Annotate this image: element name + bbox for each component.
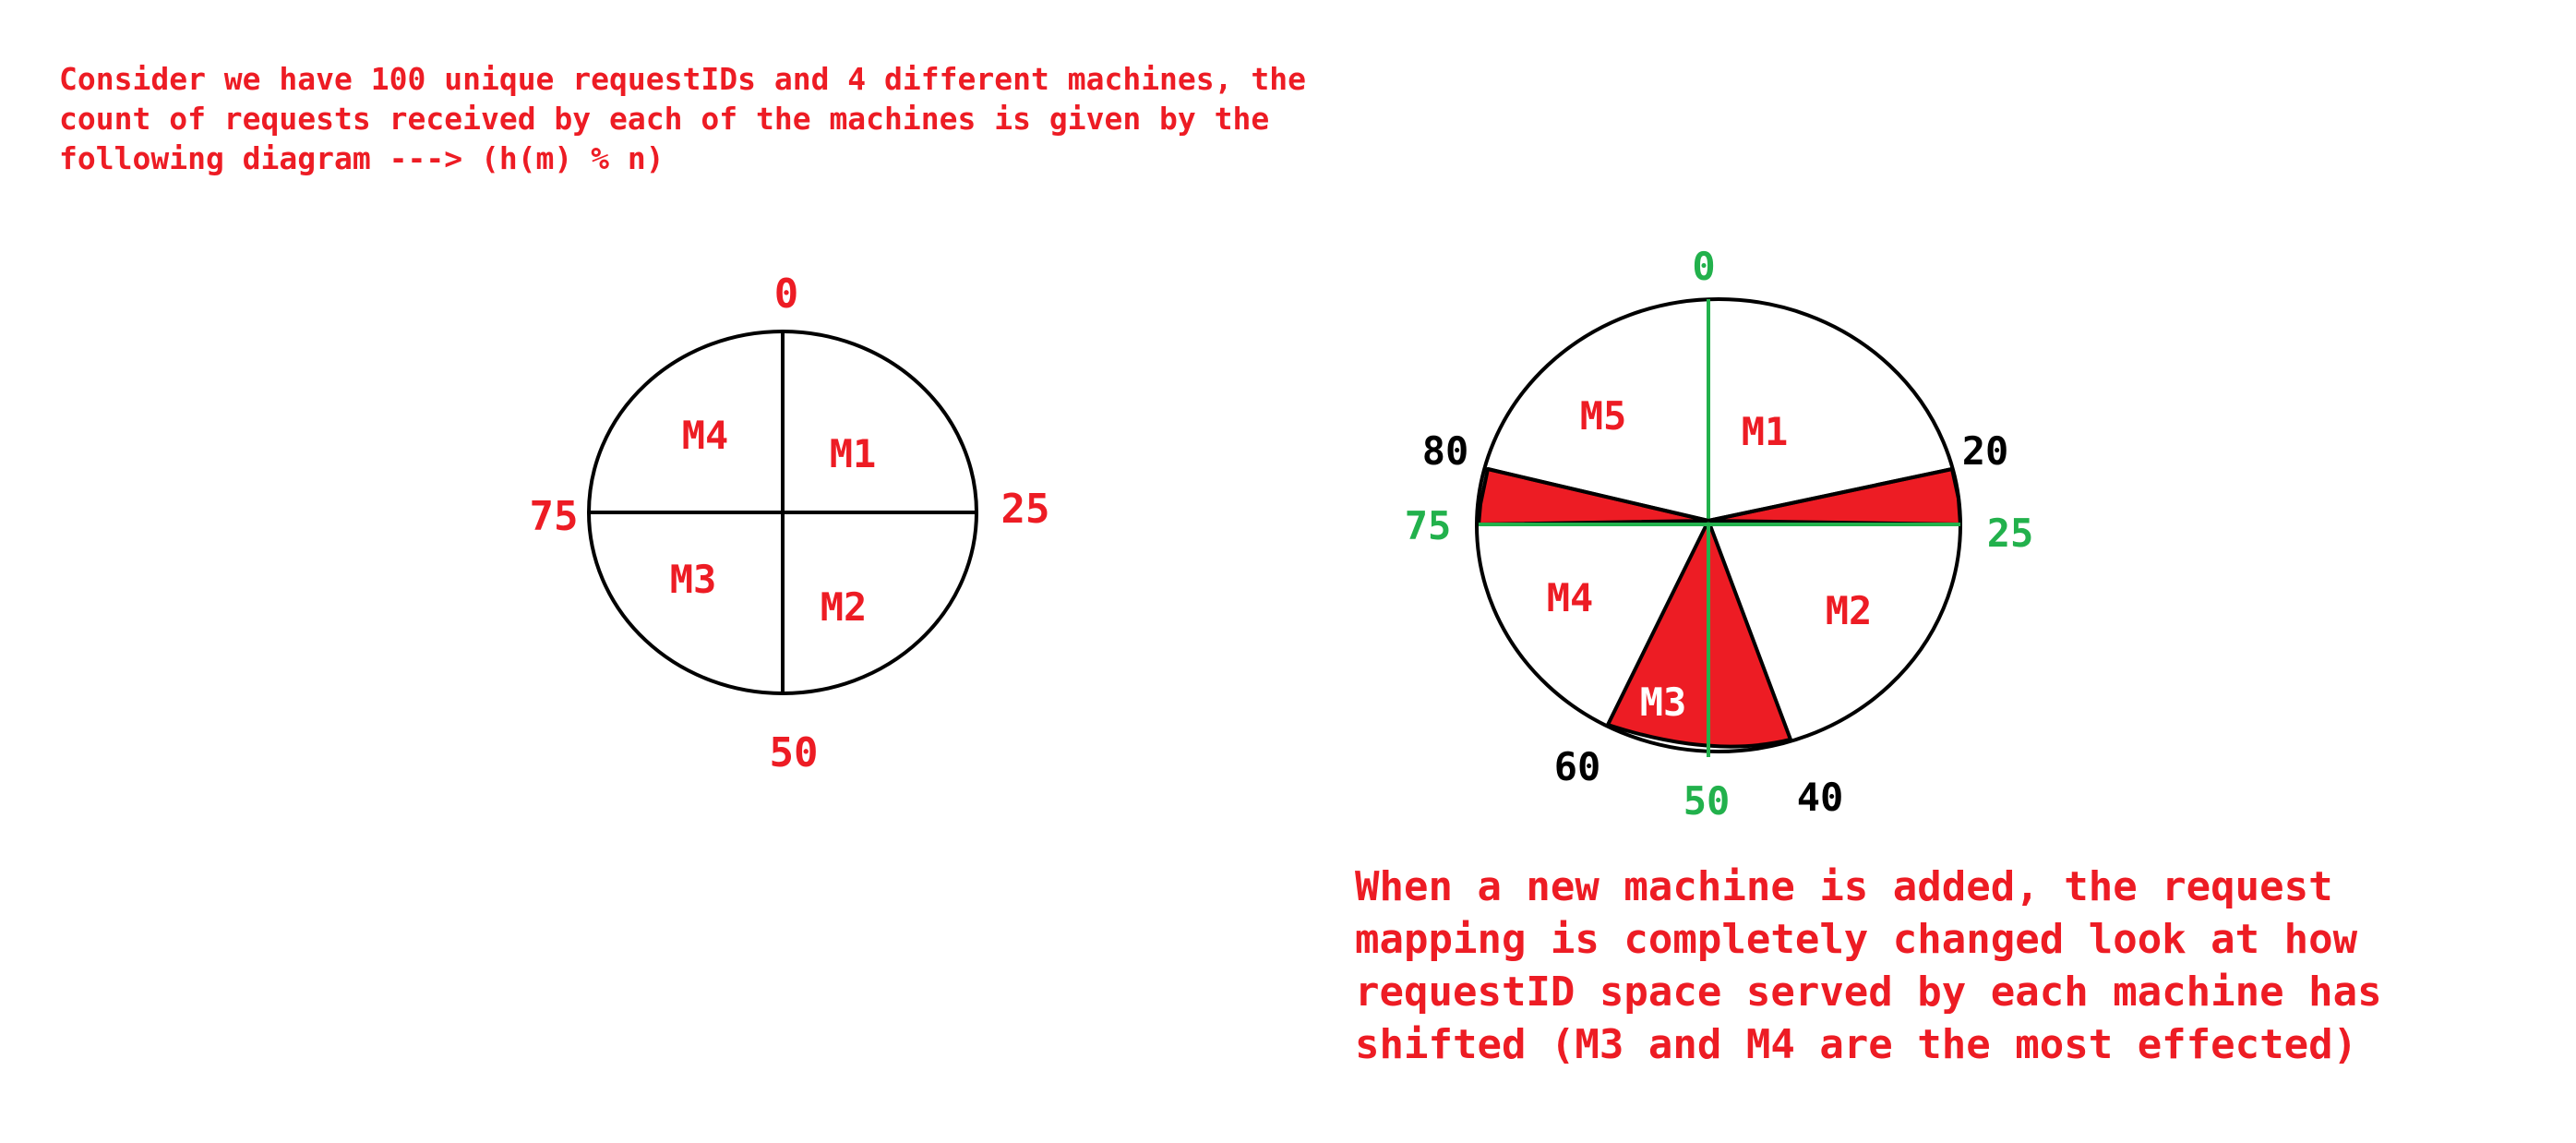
ring-before: 0 25 50 75 M4 M1 M3 M2 [530, 271, 1050, 776]
ring-after-label-25: 25 [1987, 511, 2034, 556]
ring-after-machine-m5: M5 [1580, 393, 1627, 439]
ring-after-label-80: 80 [1422, 428, 1469, 474]
ring-before-label-25: 25 [1001, 486, 1050, 533]
new-boundary-80 [1487, 467, 1709, 523]
ring-before-label-0: 0 [774, 271, 799, 318]
shifted-region-40-60 [1606, 519, 1792, 749]
ring-after-machine-m1: M1 [1742, 409, 1789, 454]
ring-before-machine-m4: M4 [682, 413, 729, 458]
new-boundary-20 [1707, 467, 1953, 523]
ring-after-machine-m2: M2 [1826, 588, 1873, 633]
ring-before-label-75: 75 [530, 493, 579, 540]
shifted-region-80-75 [1477, 467, 1710, 526]
ring-after-machine-m4: M4 [1547, 575, 1594, 620]
ring-before-machine-m2: M2 [821, 584, 868, 630]
ring-after-label-0: 0 [1692, 244, 1715, 289]
ring-before-machine-m1: M1 [830, 431, 877, 476]
ring-after-label-75: 75 [1405, 503, 1452, 548]
ring-after-label-60: 60 [1554, 744, 1601, 789]
ring-after: 0 25 50 75 20 40 60 80 M5 M1 M4 M2 M3 [1405, 244, 2034, 824]
ring-before-label-50: 50 [770, 729, 819, 776]
ring-after-machine-m3: M3 [1640, 680, 1687, 725]
ring-before-machine-m3: M3 [670, 557, 717, 602]
change-note: When a new machine is added, the request… [1355, 863, 2382, 1068]
ring-after-label-20: 20 [1962, 428, 2009, 474]
intro-note: Consider we have 100 unique requestIDs a… [59, 61, 1307, 176]
ring-after-label-50: 50 [1683, 778, 1731, 824]
shifted-region-20-25 [1707, 467, 1962, 526]
ring-after-label-40: 40 [1797, 775, 1844, 820]
